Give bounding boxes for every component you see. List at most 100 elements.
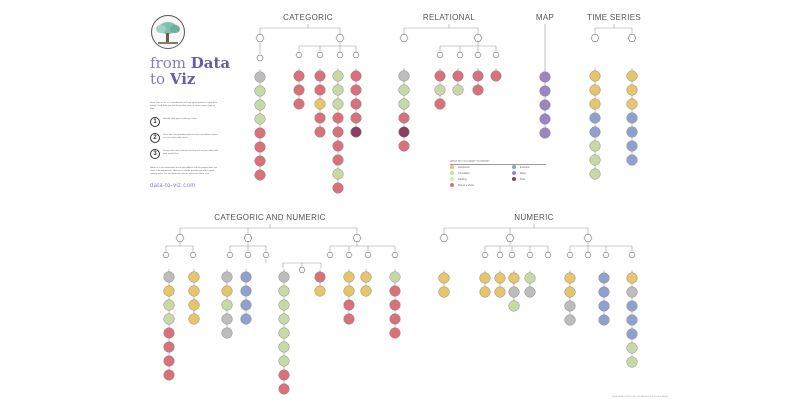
intro-text: From Data to Viz is a classification of … [150,102,217,110]
chart-type-icon [598,286,610,298]
chart-type-icon [589,70,601,82]
decision-node [243,234,253,242]
outro-text: Below is a non-exhaustive list of possib… [150,167,217,175]
chart-type-icon [343,313,355,325]
step-3: 3 Choose the chart from the set that wil… [150,149,218,161]
legend-item: Ranking [450,177,467,183]
chart-type-icon [479,272,491,284]
legend-item: Maps [512,171,526,177]
decision-node [391,252,399,258]
chart-type-icon [163,285,175,297]
chart-type-icon [539,71,551,83]
decision-node [473,34,483,42]
chart-type-icon [332,168,344,180]
legend-swatch [512,165,516,170]
section-title-map: MAP [535,13,555,22]
chart-type-icon [626,314,638,326]
chart-type-icon [314,112,326,124]
legend-title: WHAT DO YOU WANT TO SHOW? [450,160,546,165]
chart-type-icon [293,70,305,82]
step-1: 1 Identify what type of data you have [150,117,218,129]
legend-swatch [512,171,516,176]
chart-type-icon [589,98,601,110]
chart-type-icon [589,168,601,180]
chart-type-icon [626,272,638,284]
decision-node [566,252,574,258]
chart-type-icon [350,112,362,124]
chart-type-icon [350,84,362,96]
chart-type-icon [508,272,520,284]
decision-node [352,52,360,58]
chart-type-icon [626,328,638,340]
decision-node [505,234,515,242]
decision-node [255,34,265,42]
chart-type-icon [626,126,638,138]
chart-type-icon [626,70,638,82]
chart-type-icon [163,299,175,311]
chart-type-icon [508,286,520,298]
chart-type-icon [163,313,175,325]
chart-type-icon [398,98,410,110]
chart-type-icon [240,313,252,325]
legend-item: Flow [512,177,525,183]
chart-type-icon [314,271,326,283]
chart-type-icon [343,299,355,311]
chart-type-icon [221,327,233,339]
logo-tree-icon [151,15,185,49]
chart-type-icon [490,70,502,82]
chart-type-icon [589,112,601,124]
chart-type-icon [452,84,464,96]
chart-type-icon [438,272,450,284]
chart-type-icon [350,98,362,110]
decision-node [526,252,534,258]
chart-type-icon [564,314,576,326]
chart-type-icon [188,313,200,325]
chart-type-icon [452,70,464,82]
logo-title: from Data to Viz [150,54,231,88]
chart-type-icon [389,299,401,311]
chart-type-icon [163,327,175,339]
footer-credit: WWW.DATA-TO-VIZ.COM - BY YAN HOLTZ & CON… [612,396,669,398]
decision-node [544,252,552,258]
chart-type-icon [350,70,362,82]
chart-type-icon [221,271,233,283]
chart-type-icon [332,84,344,96]
chart-type-icon [626,154,638,166]
decision-node [628,252,636,258]
decision-node [456,52,464,58]
chart-type-icon [564,286,576,298]
chart-type-icon [626,342,638,354]
chart-type-icon [278,369,290,381]
decision-node [189,252,197,258]
legend-swatch [450,183,454,188]
section-title-time-series: TIME SERIES [587,13,641,22]
chart-type-icon [539,99,551,111]
chart-type-icon [626,84,638,96]
chart-type-icon [434,70,446,82]
chart-type-icon [389,327,401,339]
chart-type-icon [626,286,638,298]
chart-type-icon [598,300,610,312]
chart-type-icon [278,271,290,283]
chart-type-icon [434,98,446,110]
section-title-categoric-numeric: CATEGORIC AND NUMERIC [214,213,326,222]
chart-type-icon [254,71,266,83]
chart-type-icon [360,271,372,283]
chart-type-icon [389,313,401,325]
chart-type-icon [494,286,506,298]
chart-type-icon [278,299,290,311]
chart-type-icon [254,99,266,111]
step-text: Choose the chart from the set that will … [163,150,218,155]
legend-item: Evolution [512,165,530,171]
chart-type-icon [539,113,551,125]
chart-type-icon [254,127,266,139]
chart-type-icon [314,98,326,110]
chart-type-icon [332,140,344,152]
chart-type-icon [626,300,638,312]
chart-type-icon [398,112,410,124]
website-link[interactable]: data-to-viz.com [150,183,196,189]
decision-node [262,252,270,258]
legend: WHAT DO YOU WANT TO SHOW? Distribution C… [450,160,546,198]
chart-type-icon [188,299,200,311]
